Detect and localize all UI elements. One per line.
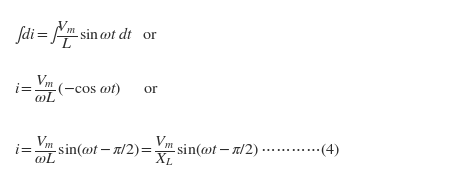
Text: $i = \dfrac{V_m}{\omega L}\,\sin\!\left(\omega t - \pi/2\right) = \dfrac{V_m}{X_: $i = \dfrac{V_m}{\omega L}\,\sin\!\left(… <box>14 135 339 168</box>
Text: $i = \dfrac{V_m}{\omega L}\,(-\cos\,\omega t) \qquad \mathrm{or}$: $i = \dfrac{V_m}{\omega L}\,(-\cos\,\ome… <box>14 74 158 104</box>
Text: $\int di = \int\dfrac{V_m}{L}\,\sin\omega t\; dt \quad \mathrm{or}$: $\int di = \int\dfrac{V_m}{L}\,\sin\omeg… <box>14 20 157 51</box>
